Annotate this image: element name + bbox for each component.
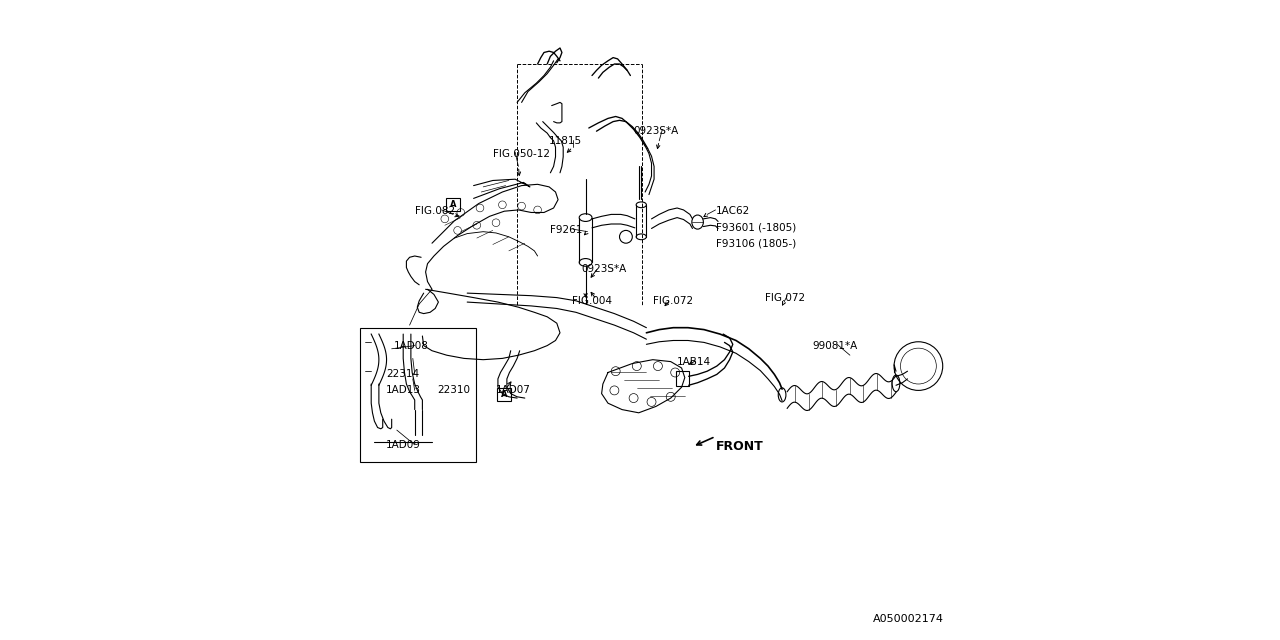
Text: 1AD07: 1AD07 [497,385,531,396]
Text: F93106 (1805-): F93106 (1805-) [716,238,796,248]
Text: 0923S*A: 0923S*A [581,264,626,274]
Text: 1AD09: 1AD09 [387,440,421,450]
Text: FIG.050-12: FIG.050-12 [493,148,550,159]
Text: A: A [449,200,457,209]
Bar [360,328,476,462]
Text: FRONT: FRONT [716,440,763,453]
Text: F93601 (-1805): F93601 (-1805) [716,222,796,232]
Text: 0923S*A: 0923S*A [634,126,678,136]
Text: A: A [500,390,508,399]
Text: 99081*A: 99081*A [813,340,858,351]
Text: 1AC62: 1AC62 [716,206,750,216]
Text: A050002174: A050002174 [873,614,945,624]
Text: 22314: 22314 [387,369,419,380]
Text: FIG.072: FIG.072 [765,292,805,303]
Text: FIG.082: FIG.082 [415,206,454,216]
Text: 22310: 22310 [438,385,470,396]
Text: 1AB14: 1AB14 [677,356,710,367]
Text: F9261: F9261 [550,225,582,236]
Text: FIG.004: FIG.004 [571,296,612,306]
Text: 1AD13: 1AD13 [387,385,421,396]
Text: 1AD08: 1AD08 [394,340,429,351]
Text: FIG.072: FIG.072 [653,296,692,306]
Text: 11815: 11815 [549,136,582,146]
